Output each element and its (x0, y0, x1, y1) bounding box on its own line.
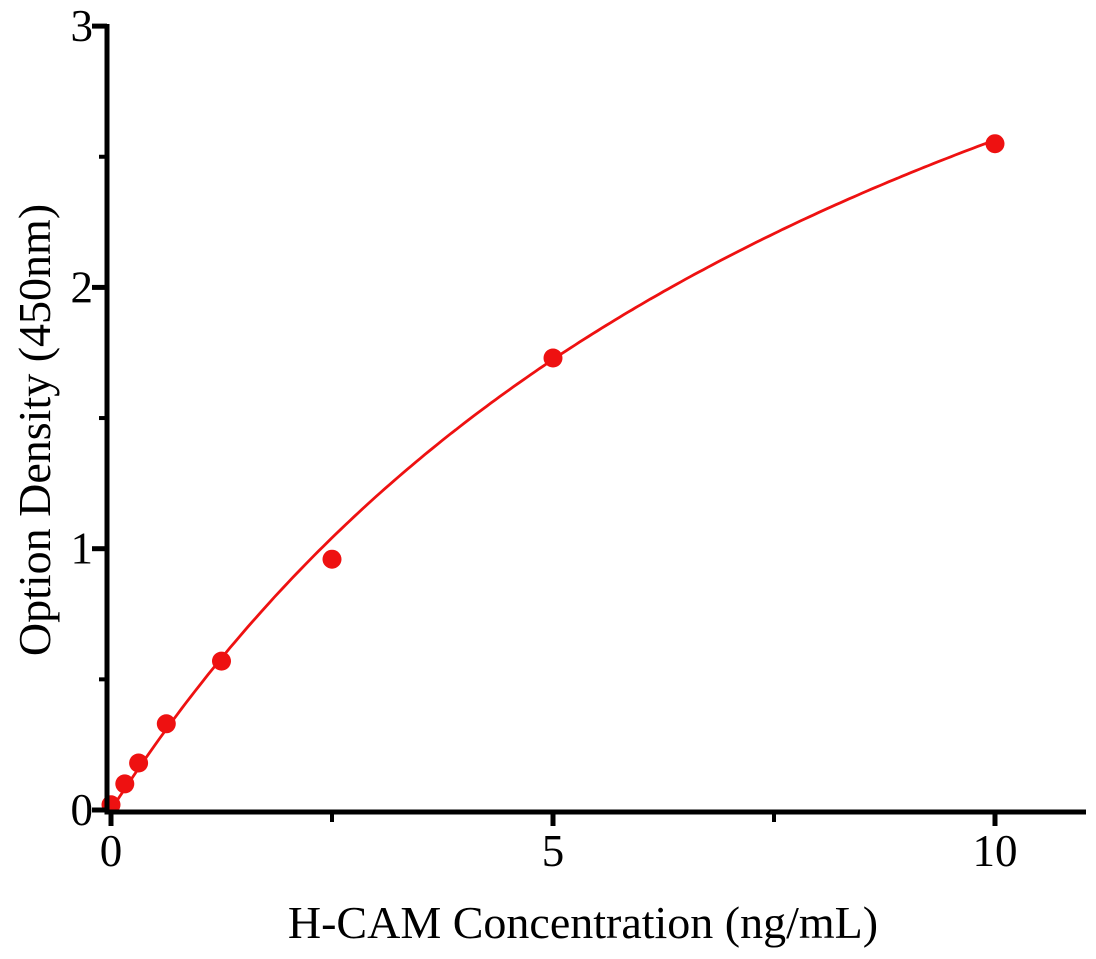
data-point (322, 549, 342, 569)
data-point (129, 753, 149, 773)
fit-curve-layer (109, 138, 996, 811)
x-tick-label: 0 (100, 826, 123, 876)
axes-layer (92, 23, 1086, 826)
x-tick-label: 5 (542, 826, 565, 876)
y-axis-title: Option Density (450nm) (9, 204, 60, 656)
data-point (543, 348, 563, 368)
data-point (212, 651, 231, 671)
data-point (156, 714, 176, 734)
tick-labels-layer: 0 1 2 3 0 5 10 (71, 1, 1018, 876)
x-axis-title: H-CAM Concentration (ng/mL) (288, 897, 878, 948)
y-tick-label: 0 (71, 785, 94, 835)
y-tick-label: 3 (71, 1, 94, 51)
data-point (115, 774, 135, 794)
y-tick-label: 1 (71, 524, 94, 574)
fit-curve (109, 138, 996, 811)
data-point (985, 134, 1005, 154)
y-tick-label: 2 (71, 262, 94, 312)
data-points-layer (101, 134, 1005, 815)
x-tick-label: 10 (973, 826, 1018, 876)
